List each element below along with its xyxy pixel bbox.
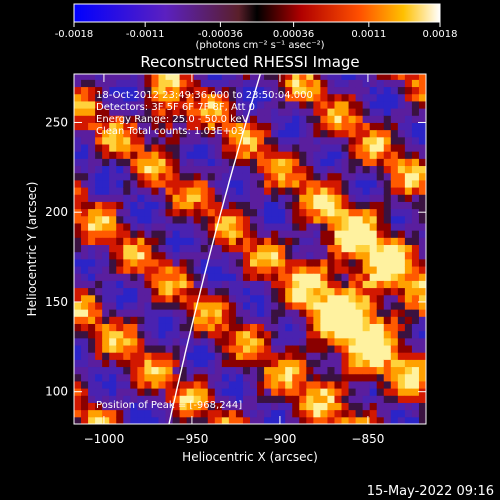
annotation-detectors: Detectors: 3F 5F 6F 7F 8F, Att 0 [96, 102, 255, 113]
y-tick-label: 150 [45, 295, 68, 309]
x-axis-label: Heliocentric X (arcsec) [182, 450, 318, 464]
x-tick-label: −900 [263, 432, 296, 446]
peak-position-label: Position of Peak = [-968,244] [96, 400, 242, 411]
colorbar-tick-label: -0.0018 [55, 29, 94, 40]
heatmap-cells [74, 74, 426, 424]
annotation-energy-range: Energy Range: 25.0 - 50.0 keV [96, 114, 249, 125]
y-tick-label: 250 [45, 115, 68, 129]
y-tick-label: 100 [45, 385, 68, 399]
colorbar-tick-label: -0.0011 [126, 29, 165, 40]
x-tick-label: −950 [175, 432, 208, 446]
footer-timestamp: 15-May-2022 09:16 [367, 484, 494, 499]
y-tick-label: 200 [45, 205, 68, 219]
annotation-block: 18-Oct-2012 23:49:36.000 to 23:50:04.000… [96, 90, 313, 411]
chart-title: Reconstructed RHESSI Image [140, 53, 359, 71]
colorbar: -0.0018 -0.0011 -0.00036 0.00036 0.0011 0.001… [55, 3, 458, 51]
colorbar-tick-label: 0.00036 [273, 29, 314, 40]
plot-frame [73, 73, 427, 425]
colorbar-gradient [73, 3, 441, 23]
plot-area: −1000 −950 −900 −850 100 150 200 250 [45, 73, 427, 446]
colorbar-units-label: (photons cm⁻² s⁻¹ asec⁻²) [195, 40, 324, 51]
colorbar-tick-label: 0.0011 [351, 29, 386, 40]
colorbar-tick-label: -0.00036 [198, 29, 243, 40]
colorbar-tick-label: 0.0018 [423, 29, 458, 40]
x-tick-label: −1000 [84, 432, 125, 446]
solar-limb-line [168, 74, 262, 424]
x-tick-label: −850 [351, 432, 384, 446]
annotation-time-range: 18-Oct-2012 23:49:36.000 to 23:50:04.000 [96, 90, 313, 101]
y-axis-label: Heliocentric Y (arcsec) [25, 182, 39, 317]
annotation-counts: Clean Total counts: 1.03E+03 [96, 126, 244, 137]
